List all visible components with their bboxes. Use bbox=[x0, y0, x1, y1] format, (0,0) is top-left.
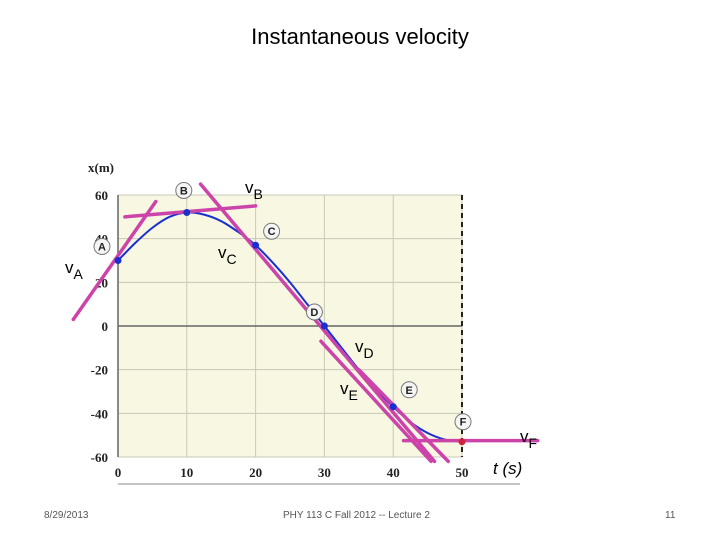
velocity-label-b: vB bbox=[245, 178, 263, 202]
point-d-badge bbox=[305, 303, 323, 321]
point-c-label: C bbox=[268, 226, 276, 238]
velocity-label-a: vA bbox=[65, 258, 84, 282]
x-tick-label: 50 bbox=[456, 465, 469, 480]
point-e-marker bbox=[389, 403, 397, 411]
y-tick-label: -60 bbox=[91, 450, 108, 465]
velocity-labels: vA vB vC vD vE vF bbox=[65, 178, 537, 451]
y-tick-label: -40 bbox=[91, 406, 108, 421]
velocity-label-d: vD bbox=[355, 337, 374, 361]
x-tick-label: 10 bbox=[180, 465, 193, 480]
point-f-badge bbox=[454, 413, 472, 431]
tangent-line-c bbox=[198, 182, 437, 464]
point-b-marker bbox=[183, 208, 191, 216]
velocity-label-f: vF bbox=[520, 427, 537, 451]
footer-page-number: 11 bbox=[665, 510, 676, 521]
x-tick-label: 30 bbox=[318, 465, 331, 480]
point-b-badge bbox=[175, 181, 193, 199]
point-e-badge bbox=[400, 381, 418, 399]
point-a-marker bbox=[114, 257, 122, 264]
footer-course: PHY 113 C Fall 2012 -- Lecture 2 bbox=[283, 510, 430, 521]
point-e-label: E bbox=[406, 385, 413, 397]
point-a-badge bbox=[93, 238, 111, 255]
point-c-marker bbox=[252, 241, 260, 249]
y-axis-label: x(m) bbox=[88, 160, 114, 175]
slide-title: Instantaneous velocity bbox=[251, 24, 469, 49]
time-axis-label: t (s) bbox=[493, 459, 522, 478]
point-b-label: B bbox=[180, 185, 188, 197]
point-f-label: F bbox=[460, 417, 467, 429]
point-f-marker bbox=[458, 438, 466, 446]
footer-date: 8/29/2013 bbox=[44, 510, 89, 521]
point-d-marker bbox=[320, 322, 328, 330]
data-points: A B C D E F bbox=[93, 181, 472, 446]
point-a-label: A bbox=[98, 242, 106, 254]
velocity-label-c: vC bbox=[218, 243, 237, 267]
velocity-label-e: vE bbox=[340, 379, 358, 403]
y-tick-label: 60 bbox=[95, 188, 108, 203]
x-tick-label: 40 bbox=[387, 465, 400, 480]
y-tick-label: -20 bbox=[91, 363, 108, 378]
point-c-badge bbox=[263, 222, 281, 240]
point-d-label: D bbox=[310, 307, 318, 319]
tangent-line-e bbox=[357, 367, 450, 464]
tangent-line-b bbox=[123, 204, 258, 219]
x-tick-label: 20 bbox=[249, 465, 262, 480]
y-tick-label: 0 bbox=[102, 319, 109, 334]
x-tick-label: 0 bbox=[115, 465, 122, 480]
